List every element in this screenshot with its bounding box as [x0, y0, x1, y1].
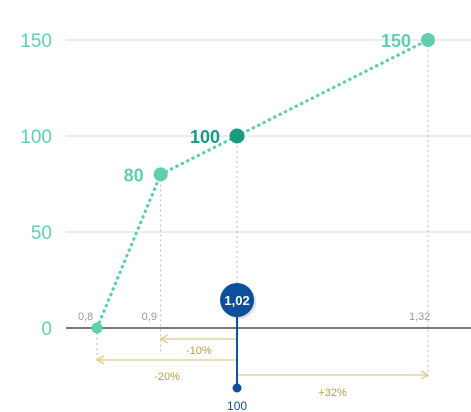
price-marker: 1,02 [220, 283, 257, 319]
y-tick-label: 50 [31, 223, 52, 244]
point-labels: 80 100 150 [124, 31, 411, 185]
y-tick-label: 100 [20, 127, 52, 148]
data-point [153, 167, 168, 182]
marker-bubble [220, 283, 255, 317]
x-tick-label: 0,9 [142, 311, 157, 323]
point-label: 150 [381, 31, 411, 51]
grid-lines [66, 39, 471, 233]
y-tick-label: 150 [20, 31, 52, 52]
data-point [229, 128, 245, 144]
x-axis-ticks: 0,8 0,9 1,32 [78, 311, 430, 323]
data-point [91, 322, 103, 334]
y-tick-label: 0 [41, 319, 52, 340]
range-label: +32% [318, 387, 347, 399]
data-point [421, 33, 435, 47]
y-axis-ticks: 0 50 100 150 [20, 31, 52, 340]
x-tick-label: 0,8 [78, 311, 93, 323]
marker-base-dot [232, 383, 242, 393]
range-arrowhead [420, 370, 430, 380]
series-segment [235, 38, 430, 138]
range-arrowhead [159, 334, 168, 344]
series-segment [159, 134, 239, 176]
point-label: 80 [124, 165, 144, 185]
guide-lines [96, 40, 429, 378]
range-label: -20% [154, 371, 180, 383]
range-label: -10% [186, 345, 212, 357]
marker-stem: 100 [227, 315, 247, 412]
series-segment [95, 172, 163, 330]
series-points [91, 33, 435, 334]
point-label: 100 [190, 127, 220, 147]
marker-base-label: 100 [227, 399, 247, 412]
marker-value: 1,02 [224, 293, 249, 308]
range-arrowhead [95, 355, 105, 365]
x-tick-label: 1,32 [409, 311, 430, 323]
range-arrows: -10% -20% +32% [95, 334, 430, 399]
series-line [95, 38, 430, 330]
